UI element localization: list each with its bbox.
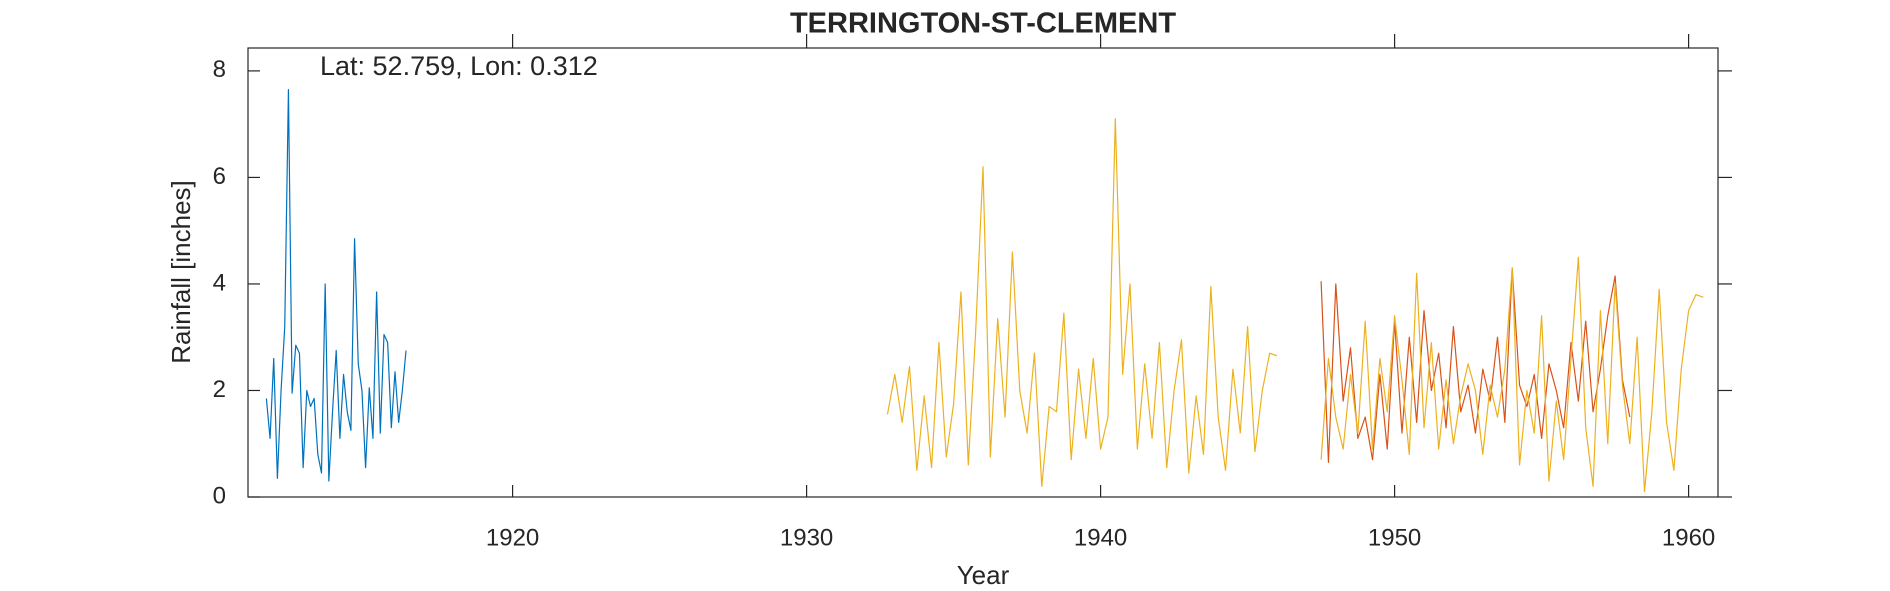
x-tick-label: 1930 <box>780 524 833 551</box>
y-tick-label: 6 <box>213 163 226 190</box>
x-axis-label: Year <box>957 560 1010 590</box>
plot-frame <box>247 47 1719 498</box>
x-tick-label: 1960 <box>1662 524 1715 551</box>
series-line <box>265 88 407 482</box>
y-tick-label: 2 <box>213 376 226 403</box>
x-tick-label: 1950 <box>1368 524 1421 551</box>
x-tick-label: 1940 <box>1074 524 1127 551</box>
y-tick-label: 0 <box>213 482 226 509</box>
series-line <box>886 118 1704 493</box>
chart-title: TERRINGTON-ST-CLEMENT <box>790 8 1176 40</box>
y-axis-label: Rainfall [inches] <box>166 180 196 364</box>
y-tick-label: 4 <box>213 269 226 296</box>
annotation: Lat: 52.759, Lon: 0.312 <box>320 51 598 81</box>
x-tick-label: 1920 <box>486 524 539 551</box>
series-line <box>1320 267 1631 463</box>
y-tick-label: 8 <box>213 56 226 83</box>
